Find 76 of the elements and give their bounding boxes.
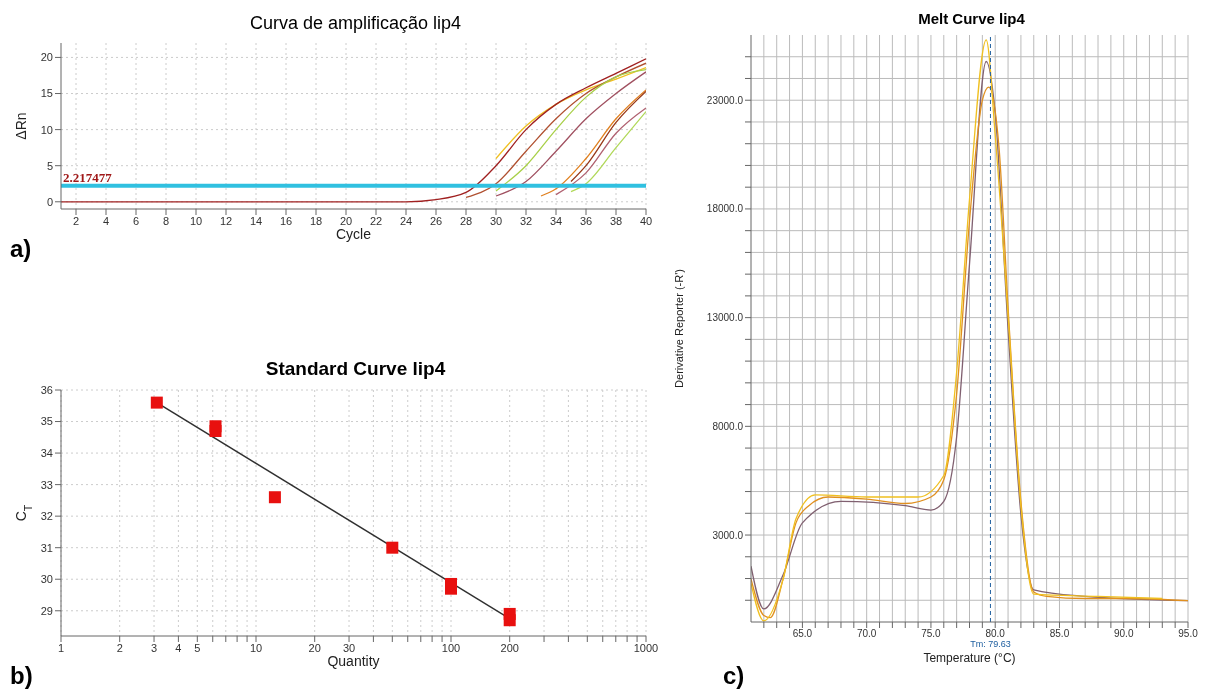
x-tick-label: 200 [500, 641, 519, 654]
x-tick-label: 20 [308, 641, 321, 654]
line-series [495, 66, 646, 160]
y-tick-label: 13000.0 [706, 312, 744, 324]
x-tick-label: 4 [102, 214, 110, 227]
line-series [570, 110, 646, 193]
x-tick-label: 3 [150, 641, 158, 654]
chart-title: Curva de amplificação lip4 [248, 12, 463, 35]
y-tick-label: 5 [46, 159, 53, 172]
x-tick-label: 6 [132, 214, 140, 227]
x-tick-label: 80.0 [985, 628, 1006, 640]
y-tick-label: 35 [40, 415, 53, 428]
x-tick-label: 18 [309, 214, 323, 227]
x-tick-label: 26 [429, 214, 443, 227]
x-tick-label: 5 [194, 641, 201, 654]
x-tick-label: 95.0 [1178, 628, 1199, 640]
x-tick-label: 14 [249, 214, 263, 227]
x-tick-label: 10 [189, 214, 203, 227]
x-tick-label: 70.0 [856, 628, 877, 640]
x-tick-label: 65.0 [792, 628, 813, 640]
x-tick-label: 40 [639, 214, 653, 227]
y-axis-title: ΔRn [13, 112, 29, 140]
x-tick-label: 1 [57, 641, 65, 654]
x-axis-title: Cycle [335, 226, 372, 242]
x-tick-label: 8 [162, 214, 170, 227]
y-tick-label: 33 [40, 478, 53, 491]
x-tick-label: 75.0 [921, 628, 942, 640]
x-tick-label: 30 [489, 214, 503, 227]
x-tick-label: 22 [369, 214, 383, 227]
y-tick-label: 31 [40, 541, 53, 554]
y-axis-title: Derivative Reporter (-R') [673, 269, 685, 388]
x-tick-label: 34 [549, 214, 563, 227]
x-tick-label: 36 [579, 214, 593, 227]
x-tick-label: 1000 [633, 641, 659, 654]
line-series [540, 89, 646, 197]
x-tick-label: 2 [72, 214, 80, 227]
x-tick-label: 85.0 [1049, 628, 1070, 640]
line-series [61, 58, 646, 203]
chart-title: Standard Curve lip4 [264, 357, 447, 381]
y-tick-label: 32 [40, 510, 53, 523]
y-tick-label: 30 [40, 573, 53, 586]
y-tick-label: 0 [46, 195, 53, 208]
x-tick-label: 2 [116, 641, 123, 654]
line-series [465, 62, 646, 199]
x-tick-label: 100 [441, 641, 461, 654]
x-tick-label: 16 [279, 214, 293, 227]
x-tick-label: 28 [459, 214, 473, 227]
x-tick-label: 4 [175, 641, 182, 654]
y-tick-label: 18000.0 [706, 203, 744, 215]
y-tick-label: 15 [40, 87, 53, 100]
y-tick-label: 3000.0 [712, 529, 744, 541]
x-tick-label: 30 [342, 641, 356, 654]
x-tick-label: 24 [399, 214, 413, 227]
line-series [570, 90, 646, 183]
line-series [555, 107, 646, 196]
y-tick-label: 10 [40, 123, 53, 136]
ref-line-label: 2.217477 [63, 169, 113, 185]
y-tick-label: 23000.0 [706, 94, 744, 106]
x-axis-title: Temperature (°C) [923, 651, 1016, 665]
y-tick-label: 8000.0 [712, 420, 744, 432]
ref-line-label: Tm: 79.63 [970, 639, 1011, 649]
x-tick-label: 10 [249, 641, 263, 654]
x-axis-title: Quantity [327, 653, 380, 669]
y-tick-label: 34 [40, 446, 53, 459]
text: c) [723, 662, 745, 690]
y-tick-label: 36 [40, 383, 53, 396]
y-tick-label: 29 [40, 604, 53, 617]
text: a) [10, 235, 32, 263]
y-tick-label: 20 [40, 51, 53, 64]
x-tick-label: 32 [519, 214, 533, 227]
x-tick-label: 12 [219, 214, 233, 227]
x-tick-label: 20 [339, 214, 353, 227]
x-tick-label: 90.0 [1114, 628, 1134, 640]
x-tick-label: 38 [609, 214, 623, 227]
chart-title: Melt Curve lip4 [917, 9, 1026, 29]
text: b) [10, 662, 33, 690]
